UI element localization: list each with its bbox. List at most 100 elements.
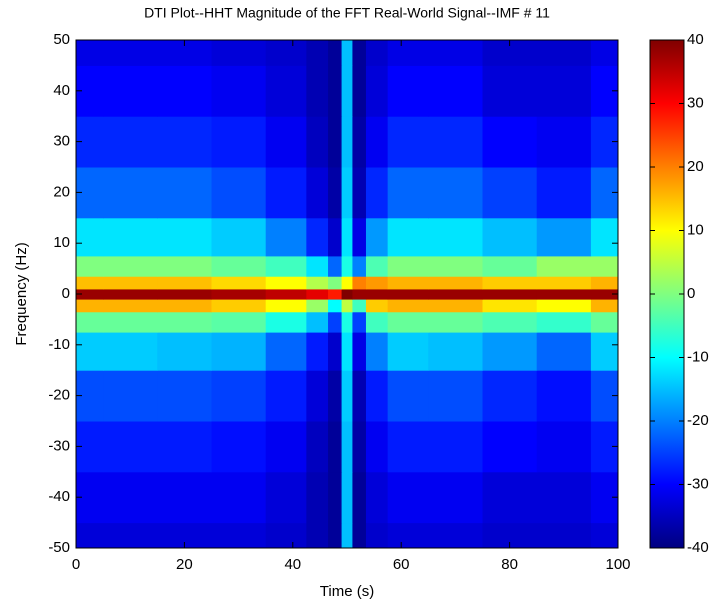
heatmap-cell [428,116,483,168]
heatmap-cell [103,299,158,313]
heatmap-cell [428,370,483,422]
heatmap-cell [265,65,307,117]
heatmap-cell [328,299,343,313]
heatmap-cell [428,276,483,290]
heatmap-cell [482,332,538,371]
heatmap-cell [157,311,212,333]
chart-title: DTI Plot--HHT Magnitude of the FFT Real-… [144,5,550,21]
heatmap-cell [76,299,104,313]
heatmap-cell [536,299,592,313]
heatmap-cell [536,65,592,117]
heatmap-cell [306,332,329,371]
heatmap-cell [328,255,343,277]
heatmap-cell [157,370,212,422]
y-tick-label: -20 [48,387,70,404]
heatmap-cell [328,288,343,300]
heatmap-cell [328,167,343,219]
heatmap-cell [265,370,307,422]
heatmap-cell [387,40,429,66]
y-tick-label: -10 [48,336,70,353]
y-tick-label: -40 [48,488,70,505]
heatmap-cell [387,217,429,257]
heatmap-cell [306,217,329,257]
heatmap-cell [157,167,212,219]
heatmap-cell [306,288,329,300]
heatmap-cell [306,522,329,549]
heatmap-cell [211,288,267,300]
heatmap-cell [387,471,429,524]
heatmap-cell [265,116,307,168]
heatmap-cell [482,255,538,277]
heatmap-cell [365,299,389,313]
heatmap-cell [365,471,389,524]
heatmap-cell [428,255,483,277]
heatmap-cell [328,311,343,333]
colorbar-tick-label: -40 [687,539,709,556]
heatmap-cell [328,370,343,422]
heatmap-cell [536,255,592,277]
heatmap-cell [536,167,592,219]
heatmap-cell [428,522,483,549]
heatmap-cell [352,255,367,277]
heatmap-cell [387,370,429,422]
heatmap-cell [387,255,429,277]
heatmap-cell [590,40,619,66]
heatmap-cell [482,299,538,313]
y-tick-label: 40 [53,82,70,99]
heatmap-cell [352,167,367,219]
heatmap-cell [428,65,483,117]
heatmap-cell [306,40,329,66]
heatmap-cell [482,116,538,168]
heatmap-cell [365,40,389,66]
heatmap-cell [103,40,158,66]
heatmap-cell [265,421,307,473]
heatmap-cell [352,471,367,524]
y-tick-label: 30 [53,133,70,150]
heatmap-cell [341,276,353,290]
heatmap-cell [536,471,592,524]
heatmap-cell [157,276,212,290]
heatmap-cell [352,311,367,333]
heatmap-cell [157,255,212,277]
heatmap-cell [341,40,353,66]
heatmap-cell [341,288,353,300]
heatmap-cell [387,332,429,371]
heatmap-cell [387,167,429,219]
heatmap-cell [265,522,307,549]
heatmap-cell [76,522,104,549]
heatmap-cell [341,116,353,168]
colorbar-tick-label: -10 [687,348,709,365]
heatmap-cell [341,471,353,524]
heatmap-cell [211,299,267,313]
heatmap-cell [103,276,158,290]
heatmap-cell [365,311,389,333]
heatmap-cell [428,311,483,333]
heatmap-cell [265,167,307,219]
heatmap-cell [157,116,212,168]
heatmap-cell [157,471,212,524]
heatmap-cell [265,288,307,300]
heatmap-cell [328,421,343,473]
heatmap-cell [387,116,429,168]
heatmap-cell [211,65,267,117]
heatmap-cell [341,522,353,549]
heatmap-cell [352,299,367,313]
heatmap-cell [352,288,367,300]
heatmap-cell [157,65,212,117]
heatmap-cell [428,332,483,371]
heatmap-cell [306,65,329,117]
heatmap-cell [328,40,343,66]
heatmap-cell [536,116,592,168]
heatmap-cell [482,276,538,290]
heatmap-cell [352,332,367,371]
colorbar-tick-label: 30 [687,94,704,111]
x-tick-label: 100 [605,556,630,573]
heatmap-cell [328,471,343,524]
heatmap-cell [536,40,592,66]
colorbar-tick-label: -30 [687,475,709,492]
heatmap-cell [387,288,429,300]
heatmap-cell [365,370,389,422]
heatmap-cell [365,276,389,290]
heatmap-cell [536,370,592,422]
